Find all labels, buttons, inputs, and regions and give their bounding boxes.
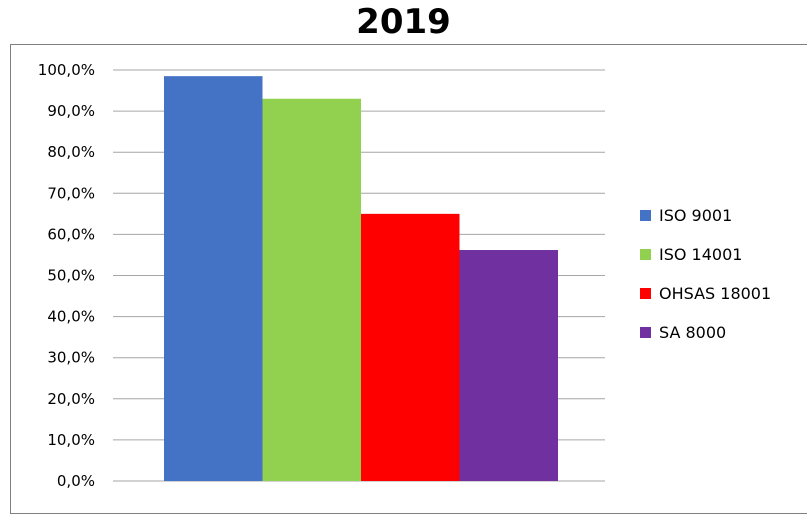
- legend-label: ISO 9001: [659, 206, 732, 225]
- legend-swatch: [640, 249, 651, 260]
- legend-label: SA 8000: [659, 323, 726, 342]
- y-tick-label: 80,0%: [47, 143, 95, 161]
- y-tick-label: 20,0%: [47, 390, 95, 408]
- legend: ISO 9001 ISO 14001 OHSAS 18001 SA 8000: [640, 206, 771, 342]
- y-tick-label: 40,0%: [47, 308, 95, 326]
- chart-title: 2019: [356, 2, 451, 42]
- legend-label: ISO 14001: [659, 245, 742, 264]
- y-tick-label: 10,0%: [47, 431, 95, 449]
- bar: [164, 76, 263, 481]
- y-tick-label: 100,0%: [38, 61, 95, 79]
- legend-swatch: [640, 288, 651, 299]
- y-tick-label: 70,0%: [47, 184, 95, 202]
- bar: [262, 98, 361, 482]
- legend-swatch: [640, 210, 651, 221]
- legend-label: OHSAS 18001: [659, 284, 771, 303]
- y-tick-label: 60,0%: [47, 225, 95, 243]
- bars: [164, 76, 558, 482]
- y-tick-label: 90,0%: [47, 102, 95, 120]
- y-tick-label: 50,0%: [47, 267, 95, 285]
- bar: [361, 213, 460, 481]
- y-tick-label: 30,0%: [47, 349, 95, 367]
- y-tick-label: 0,0%: [57, 472, 95, 490]
- y-axis-ticks: 0,0% 10,0% 20,0% 30,0% 40,0% 50,0% 60,0% 70,0% 8…: [38, 61, 95, 490]
- legend-swatch: [640, 327, 651, 338]
- bar: [459, 250, 558, 481]
